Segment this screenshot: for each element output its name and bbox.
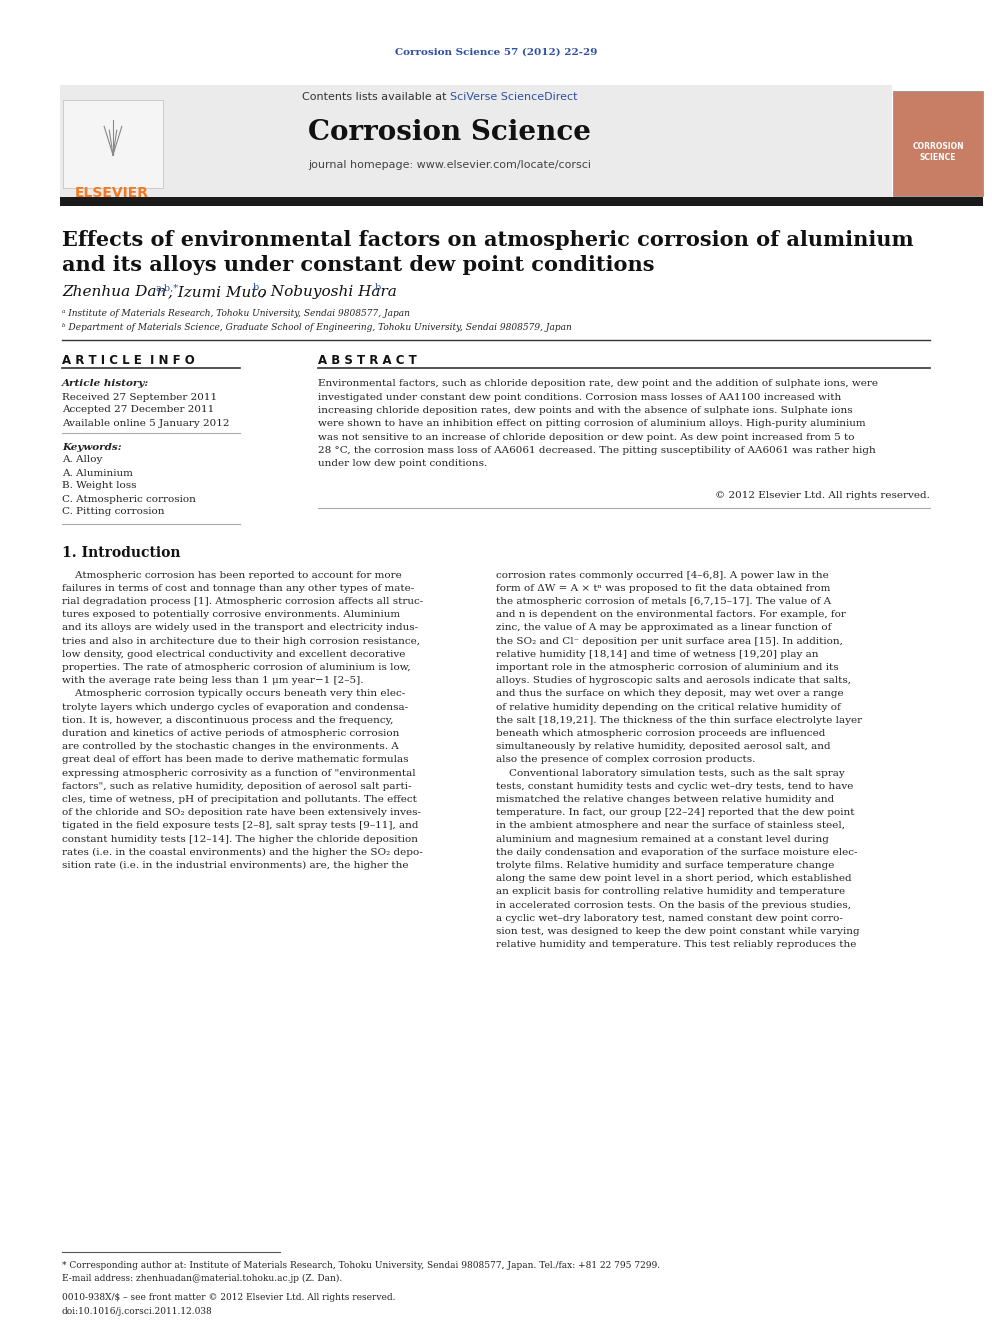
Bar <box>60 197 983 206</box>
Text: Zhenhua Dan: Zhenhua Dan <box>62 284 167 299</box>
Bar <box>60 85 892 198</box>
Text: and n is dependent on the environmental factors. For example, for: and n is dependent on the environmental … <box>496 610 846 619</box>
Text: mismatched the relative changes between relative humidity and: mismatched the relative changes between … <box>496 795 834 804</box>
Text: © 2012 Elsevier Ltd. All rights reserved.: © 2012 Elsevier Ltd. All rights reserved… <box>715 492 930 500</box>
Text: of relative humidity depending on the critical relative humidity of: of relative humidity depending on the cr… <box>496 703 841 712</box>
Text: the salt [18,19,21]. The thickness of the thin surface electrolyte layer: the salt [18,19,21]. The thickness of th… <box>496 716 862 725</box>
Text: were shown to have an inhibition effect on pitting corrosion of aluminium alloys: were shown to have an inhibition effect … <box>318 419 866 429</box>
Text: Atmospheric corrosion has been reported to account for more: Atmospheric corrosion has been reported … <box>62 570 402 579</box>
Text: Article history:: Article history: <box>62 380 149 389</box>
Text: ᵇ Department of Materials Science, Graduate School of Engineering, Tohoku Univer: ᵇ Department of Materials Science, Gradu… <box>62 323 571 332</box>
Text: was not sensitive to an increase of chloride deposition or dew point. As dew poi: was not sensitive to an increase of chlo… <box>318 433 854 442</box>
Text: important role in the atmospheric corrosion of aluminium and its: important role in the atmospheric corros… <box>496 663 838 672</box>
Text: tigated in the field exposure tests [2–8], salt spray tests [9–11], and: tigated in the field exposure tests [2–8… <box>62 822 419 831</box>
Text: tries and also in architecture due to their high corrosion resistance,: tries and also in architecture due to th… <box>62 636 420 646</box>
Text: Environmental factors, such as chloride deposition rate, dew point and the addit: Environmental factors, such as chloride … <box>318 380 878 389</box>
Text: SciVerse ScienceDirect: SciVerse ScienceDirect <box>450 93 577 102</box>
Text: 1. Introduction: 1. Introduction <box>62 546 181 560</box>
Text: great deal of effort has been made to derive mathematic formulas: great deal of effort has been made to de… <box>62 755 409 765</box>
Text: failures in terms of cost and tonnage than any other types of mate-: failures in terms of cost and tonnage th… <box>62 583 415 593</box>
Text: duration and kinetics of active periods of atmospheric corrosion: duration and kinetics of active periods … <box>62 729 400 738</box>
Text: in accelerated corrosion tests. On the basis of the previous studies,: in accelerated corrosion tests. On the b… <box>496 901 851 909</box>
Text: Corrosion Science 57 (2012) 22-29: Corrosion Science 57 (2012) 22-29 <box>395 48 597 57</box>
Bar <box>893 91 983 196</box>
Text: rial degradation process [1]. Atmospheric corrosion affects all struc-: rial degradation process [1]. Atmospheri… <box>62 597 424 606</box>
Text: rates (i.e. in the coastal environments) and the higher the SO₂ depo-: rates (i.e. in the coastal environments)… <box>62 848 423 857</box>
Text: form of ΔW = A × tⁿ was proposed to fit the data obtained from: form of ΔW = A × tⁿ was proposed to fit … <box>496 583 830 593</box>
Text: are controlled by the stochastic changes in the environments. A: are controlled by the stochastic changes… <box>62 742 399 751</box>
Text: tion. It is, however, a discontinuous process and the frequency,: tion. It is, however, a discontinuous pr… <box>62 716 394 725</box>
Text: , Izumi Muto: , Izumi Muto <box>168 284 267 299</box>
Text: Received 27 September 2011: Received 27 September 2011 <box>62 393 217 401</box>
Text: A R T I C L E  I N F O: A R T I C L E I N F O <box>62 353 194 366</box>
Text: , Nobuyoshi Hara: , Nobuyoshi Hara <box>261 284 397 299</box>
Text: sition rate (i.e. in the industrial environments) are, the higher the: sition rate (i.e. in the industrial envi… <box>62 861 409 871</box>
Text: corrosion rates commonly occurred [4–6,8]. A power law in the: corrosion rates commonly occurred [4–6,8… <box>496 570 828 579</box>
Text: with the average rate being less than 1 μm year−1 [2–5].: with the average rate being less than 1 … <box>62 676 363 685</box>
Text: tures exposed to potentially corrosive environments. Aluminium: tures exposed to potentially corrosive e… <box>62 610 400 619</box>
Text: C. Atmospheric corrosion: C. Atmospheric corrosion <box>62 495 195 504</box>
Text: trolyte films. Relative humidity and surface temperature change: trolyte films. Relative humidity and sur… <box>496 861 834 871</box>
Text: Effects of environmental factors on atmospheric corrosion of aluminium: Effects of environmental factors on atmo… <box>62 230 914 250</box>
Text: cles, time of wetness, pH of precipitation and pollutants. The effect: cles, time of wetness, pH of precipitati… <box>62 795 417 804</box>
Text: increasing chloride deposition rates, dew points and with the absence of sulphat: increasing chloride deposition rates, de… <box>318 406 853 415</box>
Text: C. Pitting corrosion: C. Pitting corrosion <box>62 508 165 516</box>
Text: alloys. Studies of hygroscopic salts and aerosols indicate that salts,: alloys. Studies of hygroscopic salts and… <box>496 676 851 685</box>
Text: doi:10.1016/j.corsci.2011.12.038: doi:10.1016/j.corsci.2011.12.038 <box>62 1307 212 1315</box>
Text: factors", such as relative humidity, deposition of aerosol salt parti-: factors", such as relative humidity, dep… <box>62 782 412 791</box>
Text: in the ambient atmosphere and near the surface of stainless steel,: in the ambient atmosphere and near the s… <box>496 822 845 831</box>
Text: trolyte layers which undergo cycles of evaporation and condensa-: trolyte layers which undergo cycles of e… <box>62 703 408 712</box>
Text: Conventional laboratory simulation tests, such as the salt spray: Conventional laboratory simulation tests… <box>496 769 845 778</box>
Text: temperature. In fact, our group [22–24] reported that the dew point: temperature. In fact, our group [22–24] … <box>496 808 854 818</box>
Text: * Corresponding author at: Institute of Materials Research, Tohoku University, S: * Corresponding author at: Institute of … <box>62 1261 660 1270</box>
Text: properties. The rate of atmospheric corrosion of aluminium is low,: properties. The rate of atmospheric corr… <box>62 663 411 672</box>
Text: b: b <box>375 283 381 292</box>
Text: A B S T R A C T: A B S T R A C T <box>318 353 417 366</box>
Text: under low dew point conditions.: under low dew point conditions. <box>318 459 487 468</box>
Text: low density, good electrical conductivity and excellent decorative: low density, good electrical conductivit… <box>62 650 406 659</box>
Text: b: b <box>253 283 259 292</box>
Text: simultaneously by relative humidity, deposited aerosol salt, and: simultaneously by relative humidity, dep… <box>496 742 830 751</box>
Text: 28 °C, the corrosion mass loss of AA6061 decreased. The pitting susceptibility o: 28 °C, the corrosion mass loss of AA6061… <box>318 446 876 455</box>
Text: a cyclic wet–dry laboratory test, named constant dew point corro-: a cyclic wet–dry laboratory test, named … <box>496 914 843 922</box>
Text: Corrosion Science: Corrosion Science <box>309 119 591 146</box>
Text: A. Alloy: A. Alloy <box>62 455 102 464</box>
Text: the SO₂ and Cl⁻ deposition per unit surface area [15]. In addition,: the SO₂ and Cl⁻ deposition per unit surf… <box>496 636 843 646</box>
Bar <box>63 101 163 188</box>
Text: a,b,*: a,b,* <box>155 283 179 292</box>
Text: 0010-938X/$ – see front matter © 2012 Elsevier Ltd. All rights reserved.: 0010-938X/$ – see front matter © 2012 El… <box>62 1294 396 1303</box>
Text: investigated under constant dew point conditions. Corrosion mass losses of AA110: investigated under constant dew point co… <box>318 393 841 402</box>
Text: B. Weight loss: B. Weight loss <box>62 482 137 491</box>
Text: zinc, the value of A may be approximated as a linear function of: zinc, the value of A may be approximated… <box>496 623 831 632</box>
Text: beneath which atmospheric corrosion proceeds are influenced: beneath which atmospheric corrosion proc… <box>496 729 825 738</box>
Text: relative humidity [18,14] and time of wetness [19,20] play an: relative humidity [18,14] and time of we… <box>496 650 818 659</box>
Text: and its alloys are widely used in the transport and electricity indus-: and its alloys are widely used in the tr… <box>62 623 418 632</box>
Text: tests, constant humidity tests and cyclic wet–dry tests, tend to have: tests, constant humidity tests and cycli… <box>496 782 853 791</box>
Text: Accepted 27 December 2011: Accepted 27 December 2011 <box>62 406 214 414</box>
Text: CORROSION
SCIENCE: CORROSION SCIENCE <box>913 143 964 161</box>
Text: constant humidity tests [12–14]. The higher the chloride deposition: constant humidity tests [12–14]. The hig… <box>62 835 418 844</box>
Text: expressing atmospheric corrosivity as a function of "environmental: expressing atmospheric corrosivity as a … <box>62 769 416 778</box>
Text: also the presence of complex corrosion products.: also the presence of complex corrosion p… <box>496 755 755 765</box>
Text: and its alloys under constant dew point conditions: and its alloys under constant dew point … <box>62 255 655 275</box>
Text: A. Aluminium: A. Aluminium <box>62 468 133 478</box>
Text: relative humidity and temperature. This test reliably reproduces the: relative humidity and temperature. This … <box>496 941 856 949</box>
Text: ᵃ Institute of Materials Research, Tohoku University, Sendai 9808577, Japan: ᵃ Institute of Materials Research, Tohok… <box>62 308 410 318</box>
Text: and thus the surface on which they deposit, may wet over a range: and thus the surface on which they depos… <box>496 689 843 699</box>
Text: sion test, was designed to keep the dew point constant while varying: sion test, was designed to keep the dew … <box>496 927 860 935</box>
Text: journal homepage: www.elsevier.com/locate/corsci: journal homepage: www.elsevier.com/locat… <box>309 160 591 169</box>
Text: of the chloride and SO₂ deposition rate have been extensively inves-: of the chloride and SO₂ deposition rate … <box>62 808 421 818</box>
Text: E-mail address: zhenhuadan@material.tohoku.ac.jp (Z. Dan).: E-mail address: zhenhuadan@material.toho… <box>62 1274 342 1282</box>
Text: the atmospheric corrosion of metals [6,7,15–17]. The value of A: the atmospheric corrosion of metals [6,7… <box>496 597 831 606</box>
Text: ELSEVIER: ELSEVIER <box>75 187 149 200</box>
Text: Available online 5 January 2012: Available online 5 January 2012 <box>62 418 229 427</box>
Text: Atmospheric corrosion typically occurs beneath very thin elec-: Atmospheric corrosion typically occurs b… <box>62 689 406 699</box>
Text: aluminium and magnesium remained at a constant level during: aluminium and magnesium remained at a co… <box>496 835 829 844</box>
Text: an explicit basis for controlling relative humidity and temperature: an explicit basis for controlling relati… <box>496 888 845 896</box>
Text: Keywords:: Keywords: <box>62 442 122 451</box>
Text: the daily condensation and evaporation of the surface moisture elec-: the daily condensation and evaporation o… <box>496 848 857 857</box>
Text: Contents lists available at: Contents lists available at <box>302 93 450 102</box>
Text: along the same dew point level in a short period, which established: along the same dew point level in a shor… <box>496 875 851 882</box>
